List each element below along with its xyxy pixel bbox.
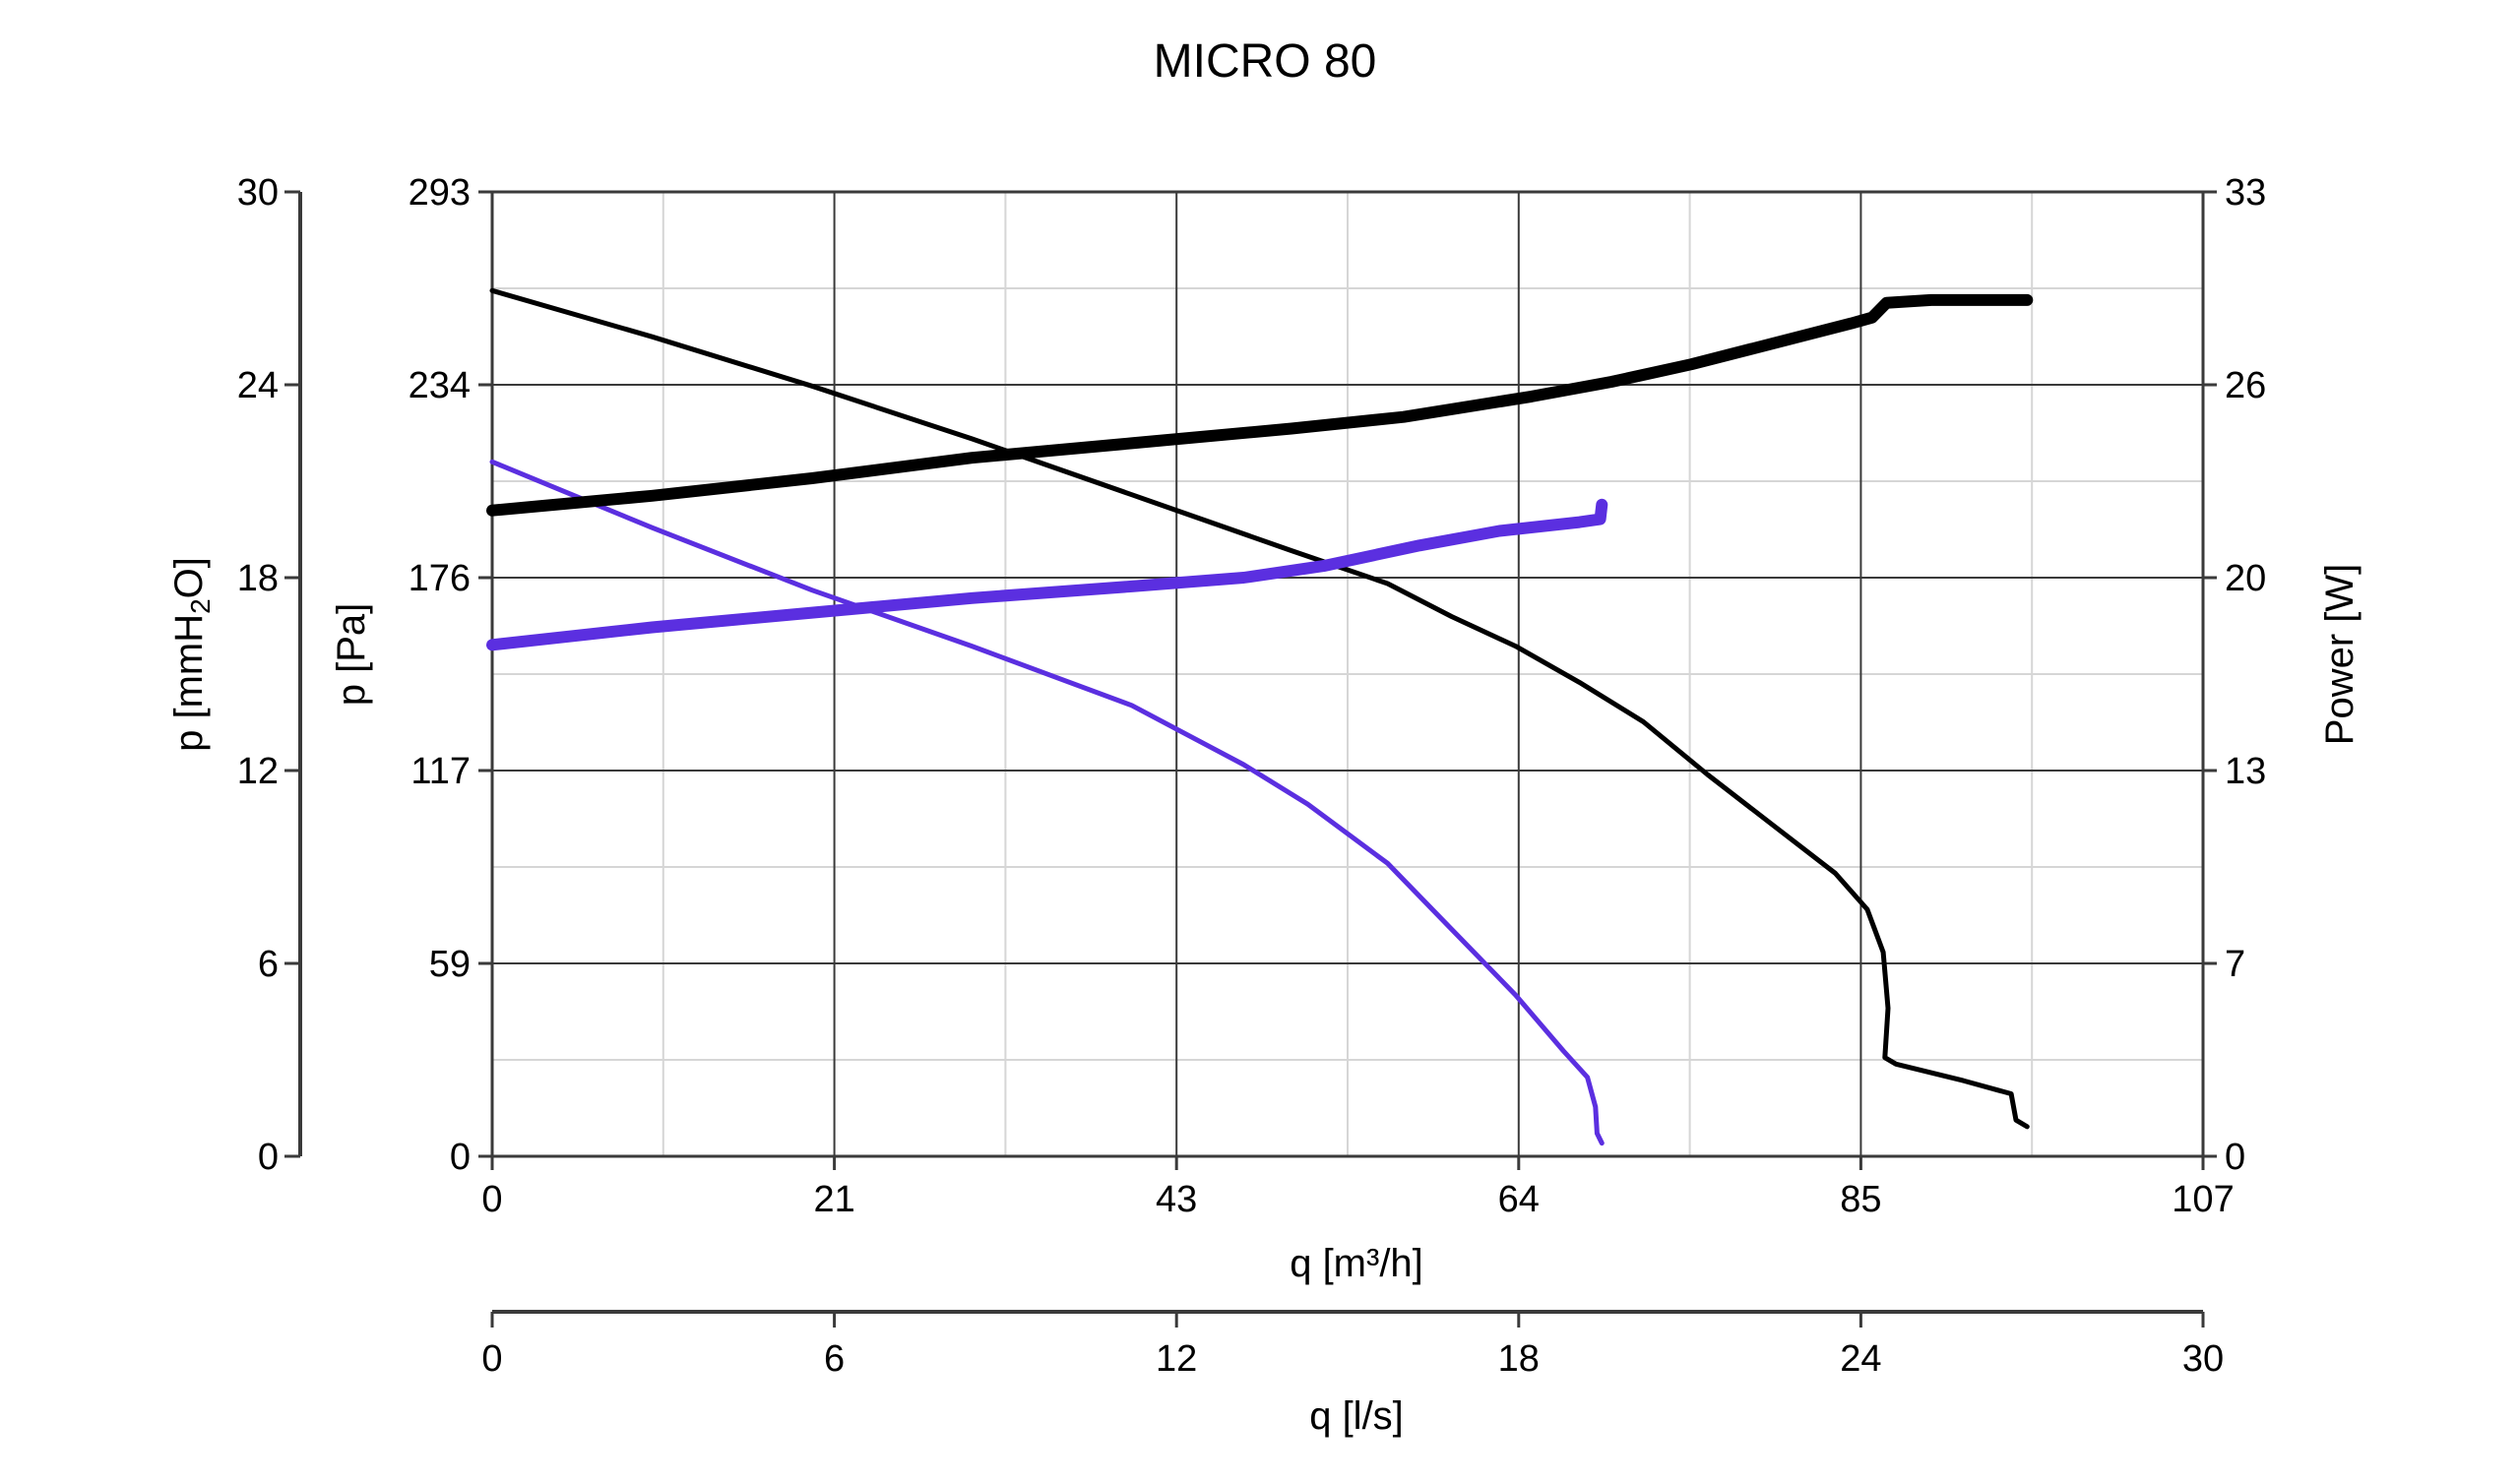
axis-labels: q [m³/h] q [l/s] p [Pa] p [mmH2O] Power …	[167, 557, 2362, 1438]
y-axis-label-mmh2o-main: p [mmH	[167, 614, 211, 752]
y-axis-label-mmh2o-end: O]	[167, 557, 211, 598]
y-tick-label-power: 20	[2225, 558, 2266, 599]
y-tick-label-pa: 117	[410, 751, 471, 792]
y-tick-label-mmh2o: 0	[258, 1137, 279, 1178]
x-tick-label-ls: 12	[1156, 1338, 1197, 1380]
y-tick-label-pa: 0	[450, 1137, 471, 1178]
y-tick-label-power: 7	[2225, 944, 2245, 985]
x-tick-label-m3h: 107	[2172, 1179, 2234, 1220]
y-tick-label-mmh2o: 24	[237, 365, 279, 406]
x-tick-label-ls: 24	[1840, 1338, 1881, 1380]
y-tick-label-power: 13	[2225, 751, 2266, 792]
x-tick-label-ls: 18	[1498, 1338, 1540, 1380]
y-tick-label-mmh2o: 6	[258, 944, 279, 985]
x-tick-label-m3h: 43	[1156, 1179, 1197, 1220]
power-curve-low	[486, 498, 1608, 651]
x-tick-label-ls: 0	[481, 1338, 502, 1380]
plot-frame	[490, 190, 2205, 1158]
chart-title: MICRO 80	[1154, 35, 1377, 88]
y-axis-label-pa: p [Pa]	[330, 603, 373, 707]
pressure-curve-high	[489, 287, 2030, 1130]
power-curve-high	[486, 293, 2034, 517]
y-axis-label-mmh2o: p [mmH2O]	[167, 557, 216, 752]
y-tick-label-pa: 59	[429, 944, 471, 985]
grid	[490, 190, 2205, 1158]
x-tick-label-ls: 30	[2182, 1338, 2224, 1380]
x-tick-label-ls: 6	[824, 1338, 845, 1380]
y-tick-label-power: 26	[2225, 365, 2266, 406]
x-axis-label-ls: q [l/s]	[1309, 1394, 1404, 1438]
series	[486, 287, 2034, 1146]
x-tick-label-m3h: 0	[481, 1179, 502, 1220]
y-tick-label-mmh2o: 12	[237, 751, 279, 792]
x-tick-label-m3h: 64	[1498, 1179, 1540, 1220]
x-axis-label-m3h: q [m³/h]	[1290, 1242, 1423, 1285]
y-tick-label-power: 33	[2225, 172, 2266, 214]
x-tick-label-m3h: 21	[813, 1179, 854, 1220]
pressure-curve-low	[489, 459, 1605, 1146]
y-axis-label-power: Power [W]	[2318, 564, 2362, 745]
y-tick-label-mmh2o: 18	[237, 558, 279, 599]
y-tick-label-power: 0	[2225, 1137, 2245, 1178]
y-axis-label-mmh2o-sub: 2	[185, 598, 216, 614]
y-tick-label-pa: 176	[409, 558, 471, 599]
x-tick-label-m3h: 85	[1840, 1179, 1881, 1220]
y-tick-label-pa: 293	[409, 172, 471, 214]
y-tick-label-pa: 234	[409, 365, 471, 406]
y-tick-label-mmh2o: 30	[237, 172, 279, 214]
